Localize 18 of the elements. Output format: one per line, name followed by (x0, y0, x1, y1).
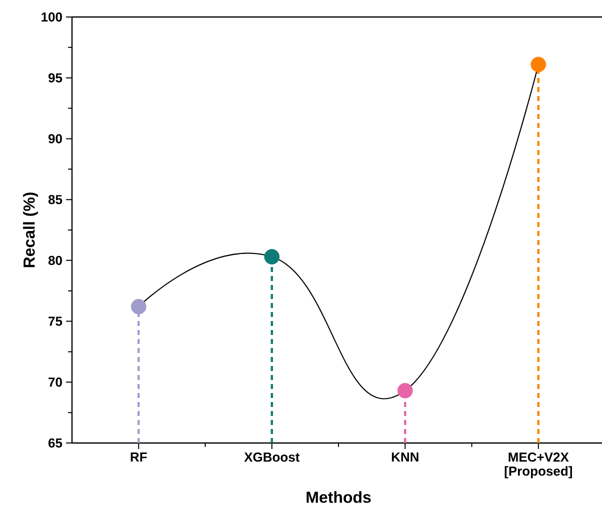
y-tick-label: 75 (48, 316, 62, 326)
point (130, 298, 146, 314)
y-tick-label: 80 (48, 256, 62, 266)
y-tick-label: 100 (42, 12, 62, 22)
y-tick-label: 90 (48, 134, 62, 144)
y-tick-label: 65 (48, 438, 62, 448)
x-tick-label: RF (130, 452, 147, 462)
y-tick-label: 95 (48, 73, 62, 82)
x-axis-title: Methods (306, 491, 371, 503)
point (530, 56, 546, 72)
point (264, 249, 280, 264)
y-tick-label: 70 (48, 378, 62, 387)
point (397, 382, 413, 398)
x-tick-label: XGBoost (244, 452, 300, 462)
y-tick-label: 85 (48, 194, 62, 204)
y-axis-title: Recall (%) (23, 192, 38, 268)
x-tick-label: MEC+V2X [Proposed] (504, 452, 572, 478)
x-tick-label: KNN (392, 452, 418, 462)
